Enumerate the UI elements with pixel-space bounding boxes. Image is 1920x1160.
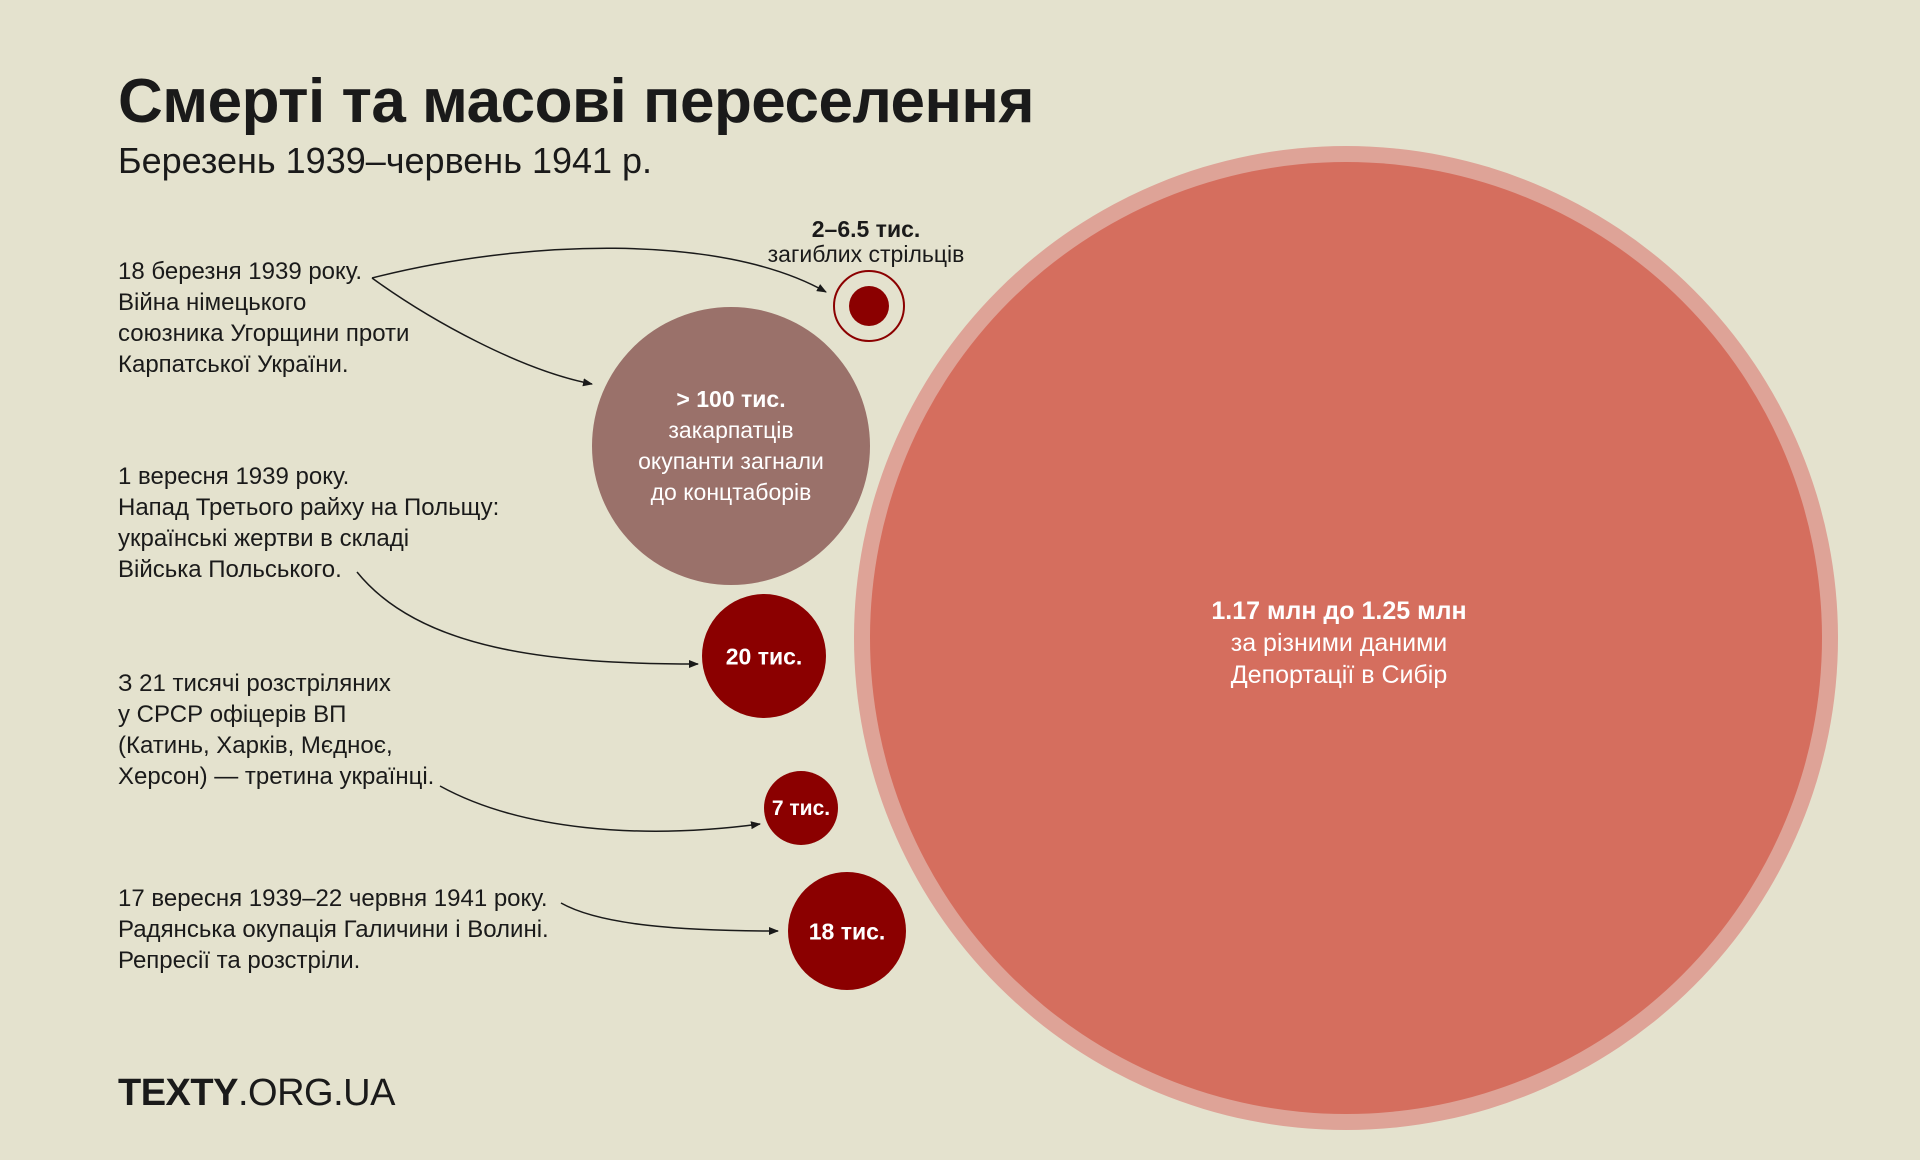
officers-circle — [764, 771, 838, 845]
logo-domain-part: .ORG.UA — [237, 1072, 395, 1114]
event-invasion-of-poland: 1 вересня 1939 року. Напад Третього райх… — [118, 461, 588, 585]
riflemen-circle-outline — [833, 270, 905, 342]
deportation-circle — [870, 162, 1822, 1114]
page-title: Смерті та масові переселення — [118, 67, 1035, 136]
arrow-event-1-to-camps — [371, 277, 593, 387]
event-line: 18 березня 1939 року. — [118, 258, 363, 285]
event-line: (Катинь, Харків, Мєдноє, — [118, 732, 393, 759]
event-line: Радянська окупація Галичини і Волині. — [118, 916, 549, 943]
event-line: Карпатської України. — [118, 351, 349, 378]
arrow-event-4-to-occupation — [560, 902, 779, 935]
arrow-event-3-to-officers — [439, 785, 761, 832]
deportation-desc-line: Депортації в Сибір — [1230, 661, 1448, 689]
camps-circle — [592, 307, 870, 585]
event-line: Війська Польського. — [118, 556, 342, 583]
event-line: Війна німецького — [118, 289, 307, 316]
event-line: Херсон) — третина українці. — [118, 763, 435, 790]
officers-value: 7 тис. — [771, 797, 831, 820]
camps-desc-line: окупанти загнали — [638, 448, 824, 474]
camps-value: > 100 тис. — [676, 386, 786, 412]
occupation-label: 18 тис. — [809, 919, 886, 946]
deportation-label: 1.17 млн до 1.25 млн за різними даними Д… — [1211, 595, 1466, 691]
event-line: 1 вересня 1939 року. — [118, 463, 350, 490]
event-line: у СРСР офіцерів ВП — [118, 701, 347, 728]
riflemen-circle — [849, 286, 889, 326]
occupation-value: 18 тис. — [808, 918, 886, 945]
occupation-circle — [788, 872, 906, 990]
event-line: Напад Третього райху на Польщу: — [118, 494, 500, 521]
deportation-desc-line: за різними даними — [1230, 629, 1448, 657]
camps-label: > 100 тис. закарпатців окупанти загнали … — [638, 384, 824, 508]
riflemen-desc: загиблих стрільців — [767, 241, 965, 267]
polish-army-circle — [702, 594, 826, 718]
event-carpathian-ukraine: 18 березня 1939 року. Війна німецького с… — [118, 256, 588, 380]
camps-desc-line: до концтаборів — [650, 479, 812, 505]
officers-label: 7 тис. — [772, 797, 830, 821]
arrow-event-2-to-polish-army — [356, 571, 699, 668]
page-subtitle: Березень 1939–червень 1941 р. — [118, 140, 653, 181]
polish-army-value: 20 тис. — [725, 643, 803, 670]
logo-bold-part: TEXTY — [118, 1072, 238, 1114]
event-line: 17 вересня 1939–22 червня 1941 року. — [118, 885, 548, 912]
event-officers-executed: З 21 тисячі розстріляних у СРСР офіцерів… — [118, 668, 588, 792]
arrow-event-1-to-riflemen — [371, 247, 827, 293]
event-soviet-occupation: 17 вересня 1939–22 червня 1941 року. Рад… — [118, 883, 588, 976]
polish-army-label: 20 тис. — [726, 644, 803, 671]
event-line: Репресії та розстріли. — [118, 947, 361, 974]
camps-desc-line: закарпатців — [668, 417, 794, 443]
event-line: союзника Угорщини проти — [118, 320, 410, 347]
texty-logo: TEXTY.ORG.UA — [118, 1072, 395, 1115]
riflemen-label: 2–6.5 тис. загиблих стрільців — [768, 216, 965, 266]
event-line: українські жертви в складі — [118, 525, 410, 552]
riflemen-value: 2–6.5 тис. — [811, 216, 921, 242]
event-line: З 21 тисячі розстріляних — [118, 670, 391, 697]
deportation-value: 1.17 млн до 1.25 млн — [1211, 597, 1467, 625]
